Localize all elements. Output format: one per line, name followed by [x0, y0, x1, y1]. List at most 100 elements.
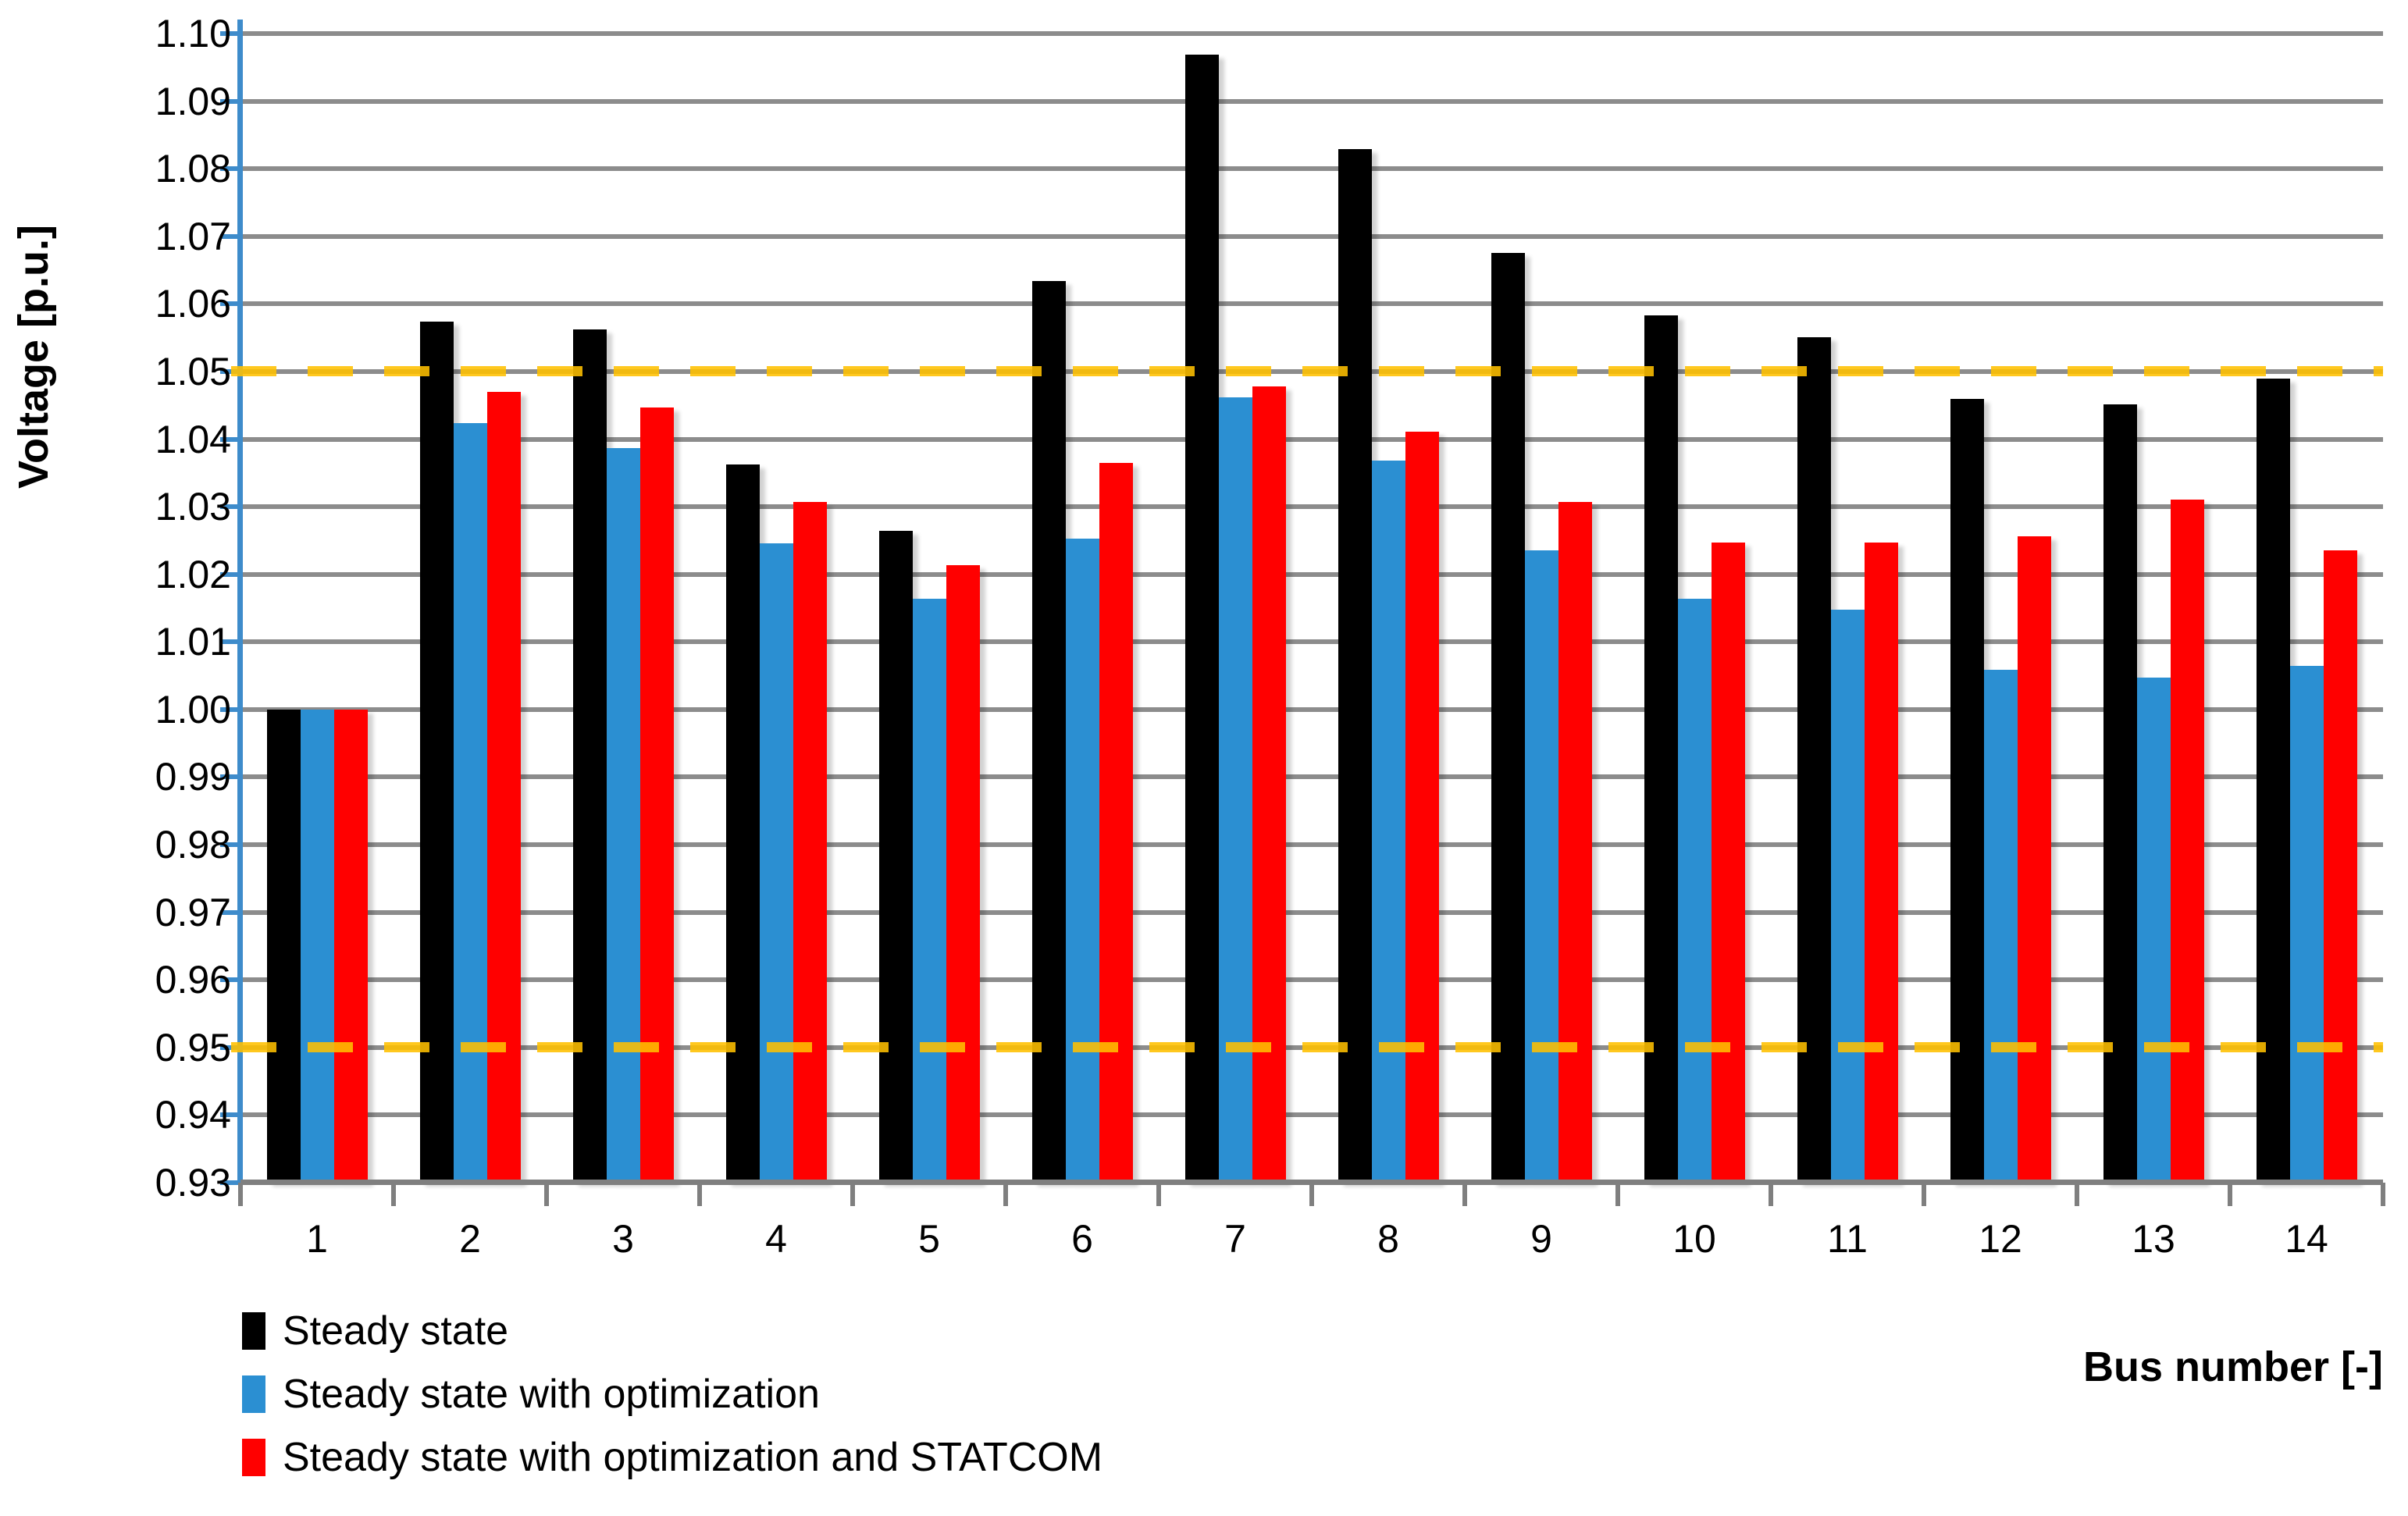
- y-axis-tick: [220, 909, 240, 915]
- bar-steady-state-bus-6: [1031, 280, 1066, 1183]
- x-axis-tick: [2228, 1183, 2232, 1206]
- bar-steady-state-with-optimization-and-statcom-bus-13: [2170, 499, 2204, 1183]
- gridline: [240, 639, 2383, 645]
- bar-steady-state-with-optimization-and-statcom-bus-1: [333, 709, 368, 1183]
- bar-steady-state-with-optimization-and-statcom-bus-10: [1711, 543, 1745, 1183]
- y-axis-tick: [220, 842, 240, 848]
- bar-steady-state-bus-5: [878, 531, 913, 1183]
- bar-steady-state-with-optimization-and-statcom-bus-8: [1405, 432, 1439, 1183]
- bar-steady-state-with-optimization-bus-10: [1677, 598, 1712, 1183]
- legend-swatch: [242, 1312, 265, 1350]
- y-axis-tick: [220, 166, 240, 172]
- bar-steady-state-with-optimization-and-statcom-bus-12: [2017, 536, 2051, 1183]
- y-tick-label: 0.94: [155, 1093, 231, 1137]
- bar-steady-state-bus-11: [1797, 336, 1831, 1183]
- x-tick-label: 11: [1827, 1217, 1868, 1261]
- bar-steady-state-with-optimization-bus-2: [453, 422, 487, 1183]
- bar-steady-state-bus-3: [572, 329, 607, 1183]
- bar-steady-state-bus-12: [1950, 399, 1984, 1183]
- y-axis-tick: [220, 98, 240, 104]
- y-axis-tick: [220, 639, 240, 645]
- bar-steady-state-with-optimization-bus-3: [606, 447, 640, 1183]
- bar-steady-state-bus-7: [1184, 54, 1219, 1183]
- x-axis-tick: [1462, 1183, 1467, 1206]
- y-axis-tick: [220, 368, 240, 374]
- legend-item: Steady state: [242, 1310, 1102, 1352]
- y-tick-label: 1.06: [155, 282, 231, 326]
- x-tick-label: 6: [1071, 1217, 1093, 1261]
- x-axis-tick: [2075, 1183, 2079, 1206]
- x-axis-tick: [1003, 1183, 1008, 1206]
- bar-steady-state-with-optimization-bus-1: [300, 709, 334, 1183]
- y-tick-label: 1.02: [155, 552, 231, 596]
- bar-steady-state-with-optimization-bus-13: [2136, 678, 2171, 1183]
- bar-steady-state-bus-10: [1644, 315, 1678, 1183]
- x-axis-tick: [1309, 1183, 1314, 1206]
- legend-swatch: [242, 1439, 265, 1476]
- gridline: [240, 571, 2383, 577]
- y-tick-label: 1.01: [155, 620, 231, 664]
- bar-steady-state-with-optimization-bus-5: [912, 598, 946, 1183]
- bar-steady-state-bus-1: [266, 709, 301, 1183]
- x-axis-tick: [238, 1183, 243, 1206]
- bar-steady-state-with-optimization-and-statcom-bus-9: [1558, 502, 1592, 1183]
- bar-steady-state-with-optimization-bus-12: [1983, 669, 2018, 1183]
- y-tick-label: 0.99: [155, 755, 231, 799]
- bar-steady-state-with-optimization-and-statcom-bus-4: [793, 502, 827, 1183]
- x-tick-label: 5: [918, 1217, 940, 1261]
- y-axis-line: [237, 20, 243, 1183]
- x-axis-tick: [1922, 1183, 1926, 1206]
- y-axis-tick: [220, 571, 240, 577]
- x-axis-tick: [1769, 1183, 1773, 1206]
- legend-item: Steady state with optimization: [242, 1373, 1102, 1415]
- x-tick-label: 7: [1224, 1217, 1246, 1261]
- y-axis-tick: [220, 774, 240, 780]
- x-tick-label: 10: [1672, 1217, 1716, 1261]
- legend-label: Steady state: [283, 1308, 509, 1354]
- x-tick-label: 8: [1377, 1217, 1399, 1261]
- y-axis-tick: [220, 1180, 240, 1185]
- gridline: [240, 98, 2383, 104]
- y-axis-tick: [220, 301, 240, 307]
- y-tick-label: 1.10: [155, 12, 231, 55]
- bar-steady-state-bus-9: [1491, 253, 1525, 1183]
- legend-swatch: [242, 1375, 265, 1413]
- y-tick-label: 1.00: [155, 687, 231, 731]
- bar-steady-state-with-optimization-bus-4: [759, 543, 793, 1183]
- gridline: [240, 909, 2383, 915]
- bar-steady-state-with-optimization-and-statcom-bus-3: [639, 407, 674, 1183]
- y-tick-label: 1.04: [155, 417, 231, 461]
- gridline: [240, 301, 2383, 307]
- x-axis-tick: [1615, 1183, 1620, 1206]
- bar-steady-state-with-optimization-bus-6: [1065, 538, 1099, 1183]
- x-axis-line: [240, 1180, 2383, 1185]
- y-axis-tick: [220, 233, 240, 239]
- x-tick-label: 14: [2285, 1217, 2328, 1261]
- x-tick-label: 12: [1979, 1217, 2022, 1261]
- bar-steady-state-with-optimization-bus-7: [1218, 397, 1252, 1183]
- bar-steady-state-bus-14: [2256, 378, 2290, 1183]
- gridline: [240, 774, 2383, 780]
- x-tick-label: 2: [459, 1217, 481, 1261]
- bar-steady-state-bus-13: [2103, 404, 2137, 1183]
- x-axis-tick: [697, 1183, 702, 1206]
- y-axis-tick: [220, 436, 240, 442]
- bar-steady-state-with-optimization-bus-11: [1830, 609, 1865, 1183]
- y-tick-label: 1.07: [155, 214, 231, 258]
- bar-steady-state-with-optimization-and-statcom-bus-2: [486, 391, 521, 1183]
- bar-steady-state-with-optimization-and-statcom-bus-7: [1252, 386, 1286, 1183]
- voltage-limit-line-lower: [231, 1041, 2383, 1052]
- legend: Steady state Steady state with optimizati…: [242, 1310, 1102, 1500]
- y-axis-tick: [220, 977, 240, 983]
- y-tick-label: 1.08: [155, 147, 231, 191]
- x-axis-title: Bus number [-]: [2083, 1343, 2383, 1390]
- bar-steady-state-bus-4: [725, 464, 760, 1183]
- gridline: [240, 166, 2383, 172]
- y-axis-tick: [220, 1044, 240, 1050]
- legend-label: Steady state with optimization and STATC…: [283, 1435, 1103, 1480]
- y-tick-label: 1.09: [155, 79, 231, 123]
- y-tick-label: 0.98: [155, 823, 231, 867]
- gridline: [240, 977, 2383, 983]
- x-axis-tick: [850, 1183, 855, 1206]
